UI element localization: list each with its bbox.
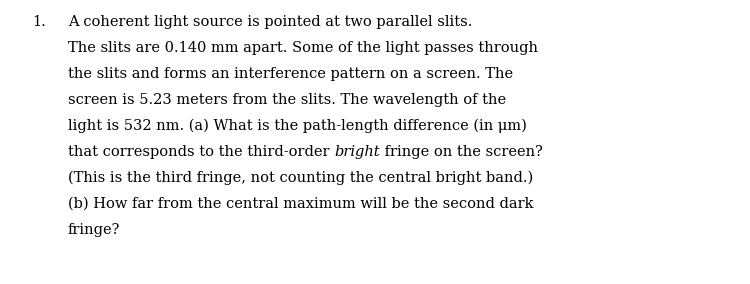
Text: the slits and forms an interference pattern on a screen. The: the slits and forms an interference patt…	[68, 67, 513, 81]
Text: The slits are 0.140 mm apart. Some of the light passes through: The slits are 0.140 mm apart. Some of th…	[68, 41, 538, 55]
Text: A coherent light source is pointed at two parallel slits.: A coherent light source is pointed at tw…	[68, 15, 472, 29]
Text: screen is 5.23 meters from the slits. The wavelength of the: screen is 5.23 meters from the slits. Th…	[68, 93, 506, 107]
Text: light is 532 nm. (a) What is the path-length difference (in μm): light is 532 nm. (a) What is the path-le…	[68, 119, 526, 133]
Text: that corresponds to the third-order: that corresponds to the third-order	[68, 145, 334, 159]
Text: bright: bright	[334, 145, 380, 159]
Text: 1.: 1.	[32, 15, 46, 29]
Text: (This is the third fringe, not counting the central bright band.): (This is the third fringe, not counting …	[68, 171, 533, 185]
Text: (b) How far from the central maximum will be the second dark: (b) How far from the central maximum wil…	[68, 197, 533, 211]
Text: fringe on the screen?: fringe on the screen?	[380, 145, 542, 159]
Text: fringe?: fringe?	[68, 223, 120, 237]
